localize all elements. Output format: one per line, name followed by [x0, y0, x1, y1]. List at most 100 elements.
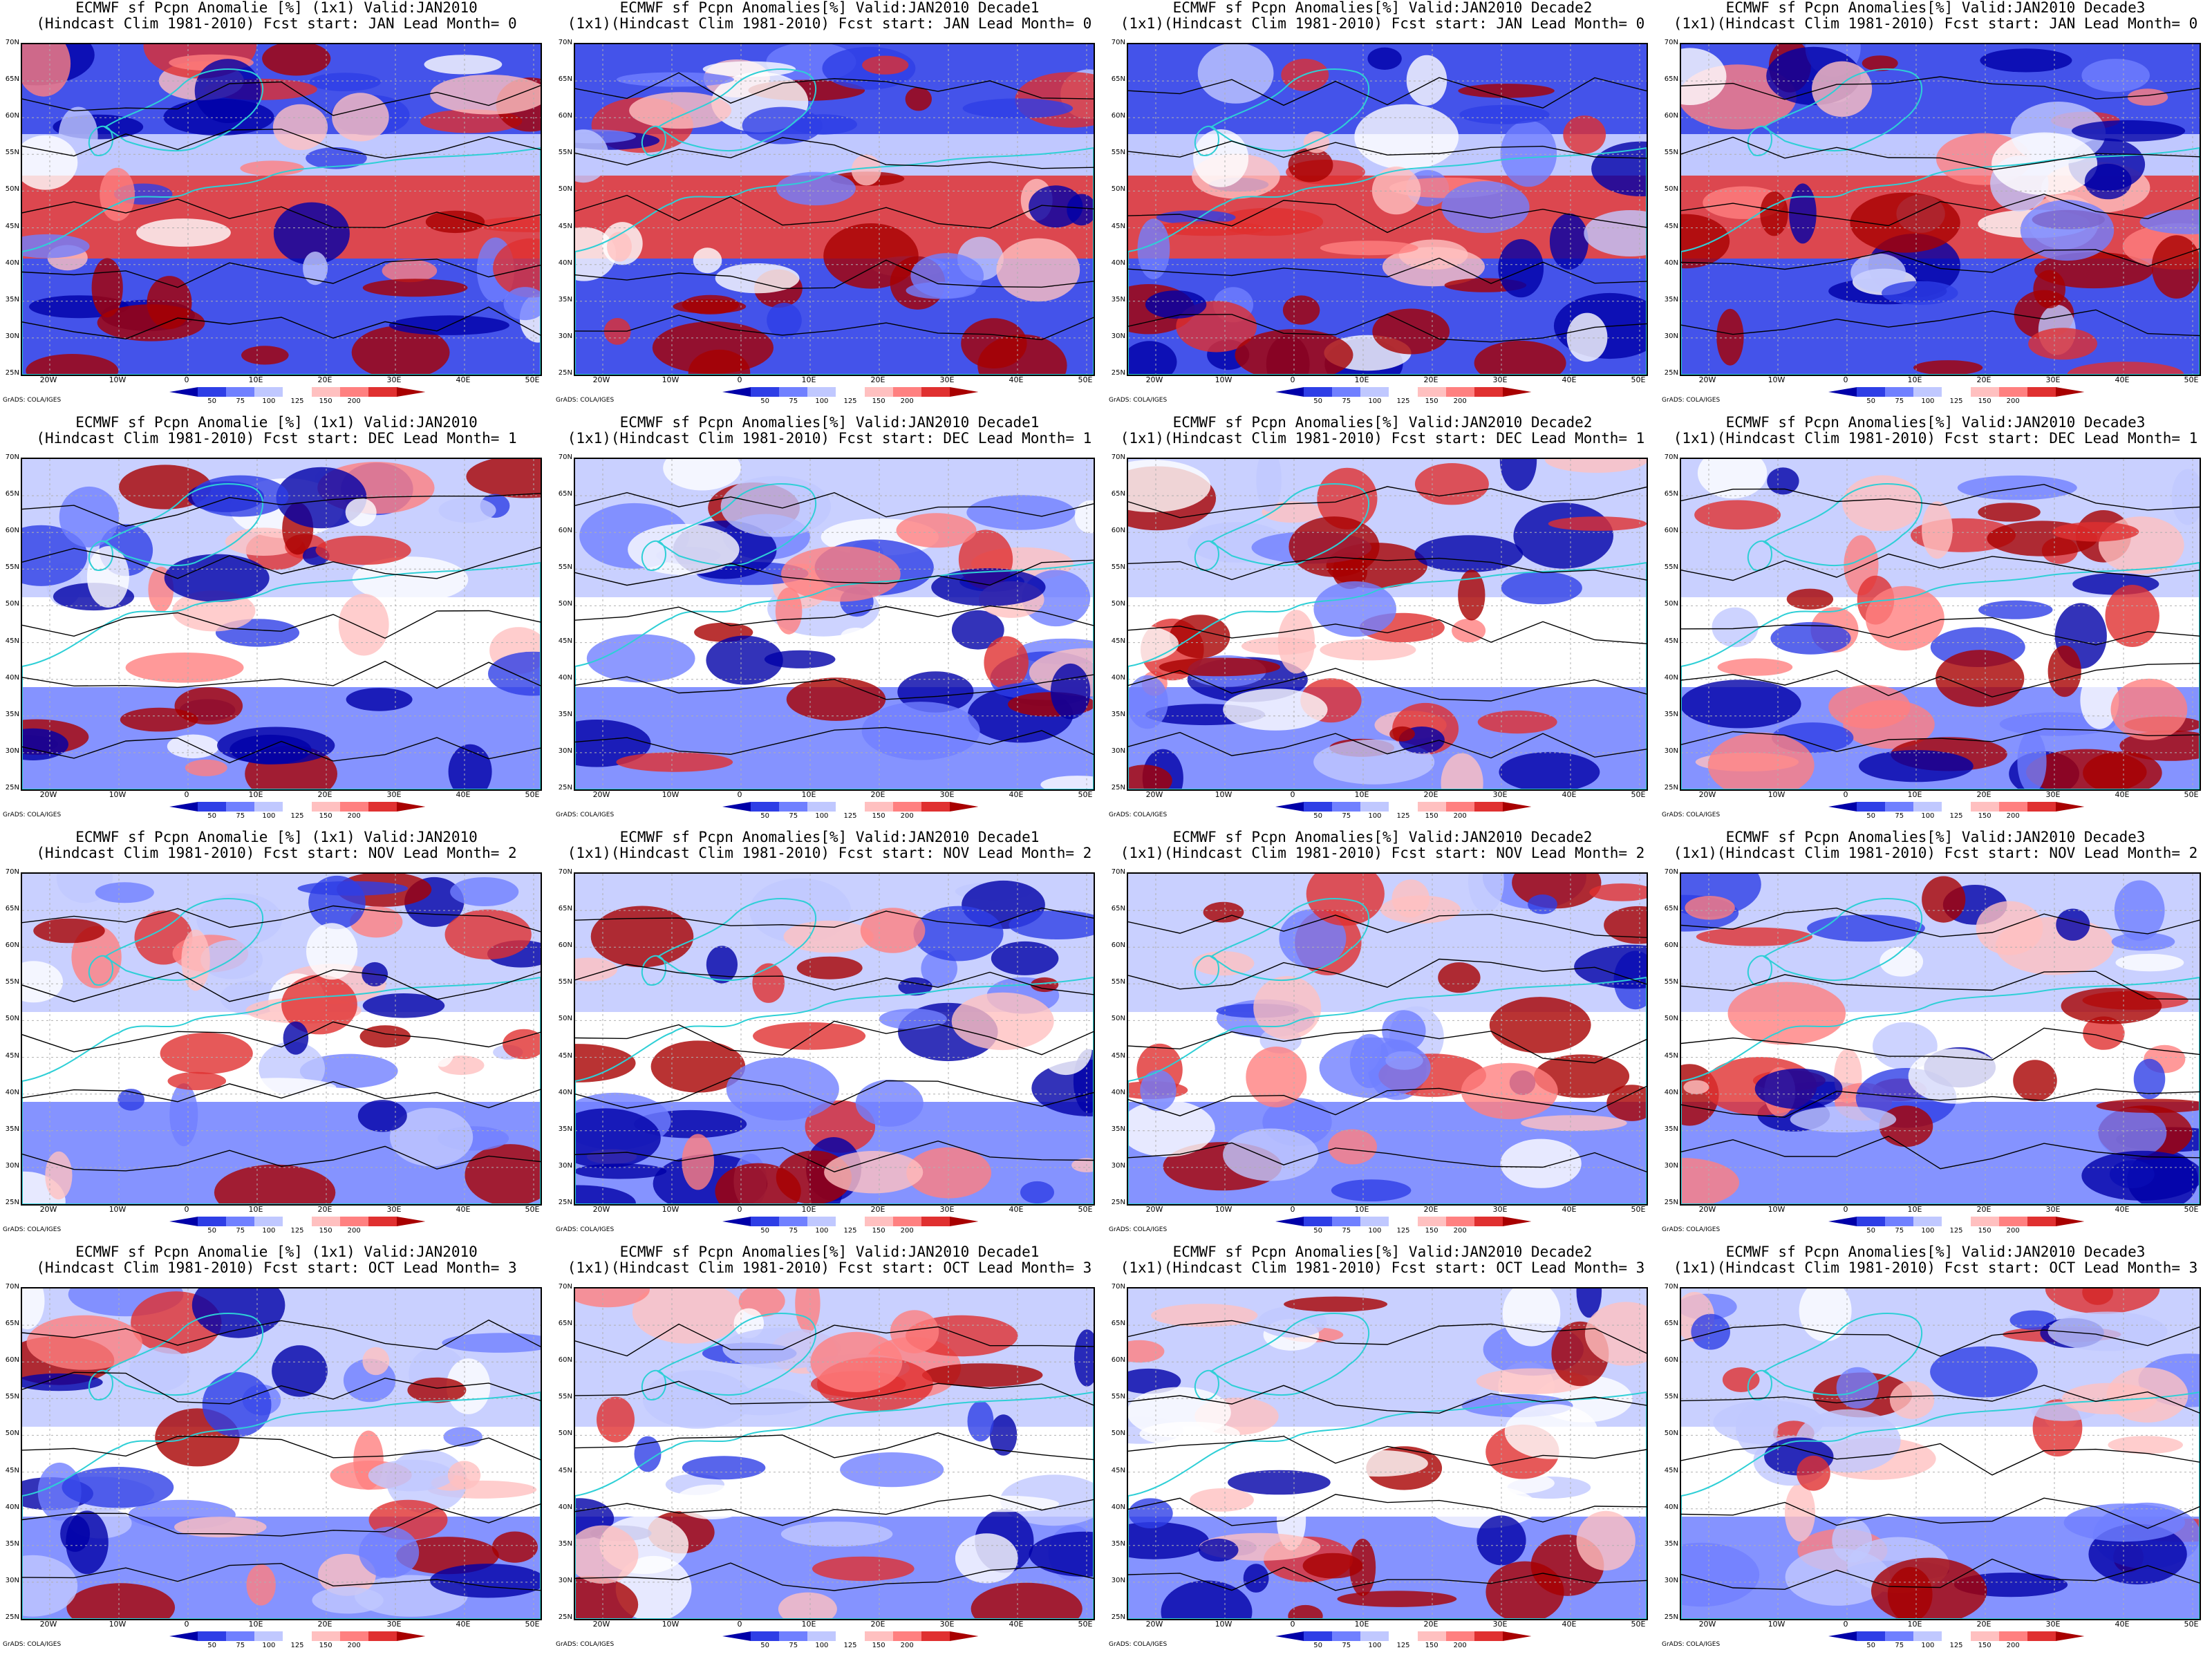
lat-tick-label: 55N [558, 978, 572, 986]
colorbar-label: 150 [872, 397, 885, 405]
lat-tick-label: 35N [1111, 1539, 1125, 1548]
panel-title-line2: (1x1)(Hindcast Clim 1981-2010) Fcst star… [1120, 430, 1645, 447]
lat-tick-label: 50N [558, 1015, 572, 1023]
colorbar-segment [311, 387, 341, 397]
lat-tick-label: 40N [5, 1088, 19, 1096]
lon-tick-label: 10E [1907, 1620, 1922, 1629]
colorbar-label: 200 [347, 812, 361, 820]
map-panel: ECMWF sf Pcpn Anomalies[%] Valid:JAN2010… [1659, 1244, 2212, 1659]
contour-line [22, 1080, 541, 1109]
anomaly-blob [971, 1582, 1082, 1619]
lat-tick-label: 70N [558, 1283, 572, 1291]
map-panel: ECMWF sf Pcpn Anomalie [%] (1x1) Valid:J… [0, 830, 553, 1244]
anomaly-blob [1832, 1518, 1873, 1563]
lat-tick-label: 50N [5, 1430, 19, 1438]
anomaly-blob [465, 1144, 541, 1204]
anomaly-blob [1576, 1288, 1602, 1318]
anomaly-blob [1865, 585, 1944, 651]
lat-tick-label: 35N [558, 710, 572, 718]
lon-tick-label: 50E [1631, 375, 1646, 384]
anomaly-field [22, 874, 541, 1204]
anomaly-blob [1243, 1564, 1269, 1593]
colorbar-segment [807, 1217, 836, 1226]
anomaly-blob [1922, 876, 1966, 923]
anomaly-blob [778, 1592, 837, 1619]
colorbar-segment [836, 1217, 865, 1226]
lat-tick-label: 60N [5, 527, 19, 535]
colorbar-segment [2055, 1631, 2085, 1641]
colorbar [1828, 1217, 2085, 1228]
map-panel: ECMWF sf Pcpn Anomalies[%] Valid:JAN2010… [1106, 830, 1659, 1244]
lat-tick-label: 65N [1111, 1320, 1125, 1328]
anomaly-blob [1203, 901, 1244, 923]
anomaly-blob [362, 1347, 390, 1376]
anomaly-blob [1371, 166, 1421, 215]
grads-credit: GrADS: COLA/IGES [1109, 812, 1168, 818]
anomaly-blob [1009, 910, 1094, 939]
panel-title-line2: (Hindcast Clim 1981-2010) Fcst start: NO… [36, 845, 517, 861]
coastline [1763, 483, 1922, 567]
lon-tick-label: 20E [870, 790, 885, 799]
anomaly-field [1128, 459, 1647, 789]
anomaly-blob [1880, 946, 1924, 977]
lat-tick-label: 55N [5, 1393, 19, 1401]
lat-tick-label: 35N [1664, 1125, 1678, 1133]
contour-line [575, 1380, 1094, 1406]
contour-line [22, 1563, 541, 1591]
anomaly-blob [1694, 500, 1781, 530]
lat-tick-label: 65N [1111, 490, 1125, 498]
colorbar-label: 125 [843, 1227, 857, 1235]
lon-tick-label: 10W [1215, 1620, 1232, 1629]
colorbar-segment [169, 1631, 198, 1641]
anomaly-blob [786, 677, 886, 721]
anomaly-blob [306, 147, 367, 169]
lon-tick-label: 0 [1843, 790, 1848, 799]
anomaly-blob [715, 1163, 801, 1204]
lat-tick-label: 65N [558, 490, 572, 498]
colorbar-label: 200 [2006, 1642, 2020, 1649]
lat-tick-label: 25N [558, 369, 572, 377]
anomaly-blob [194, 59, 261, 124]
anomaly-blob [1707, 732, 1815, 789]
anomaly-blob [1978, 600, 2053, 619]
anomaly-field [22, 1288, 541, 1619]
lat-tick-label: 70N [1111, 868, 1125, 876]
lon-tick-label: 50E [2184, 790, 2199, 799]
lat-tick-label: 50N [5, 1015, 19, 1023]
lat-tick-label: 50N [558, 185, 572, 194]
anomaly-blob [1499, 751, 1600, 789]
anomaly-blob [2110, 678, 2188, 740]
lat-tick-label: 60N [5, 1356, 19, 1365]
colorbar-segment [1304, 1217, 1333, 1226]
contour-line [575, 259, 1094, 290]
colorbar-label: 125 [1396, 812, 1410, 820]
panel-title-line2: (Hindcast Clim 1981-2010) Fcst start: OC… [36, 1259, 517, 1276]
colorbar-label: 75 [1342, 812, 1351, 820]
lat-tick-label: 45N [558, 222, 572, 230]
lat-tick-label: 70N [5, 868, 19, 876]
anomaly-blob [1604, 906, 1647, 944]
colorbar-segment [1360, 1217, 1389, 1226]
anomaly-blob [1785, 1483, 1815, 1541]
coastline [657, 1313, 816, 1396]
anomaly-blob [1288, 147, 1333, 182]
anomaly-blob [767, 303, 802, 338]
grads-credit: GrADS: COLA/IGES [1662, 812, 1721, 818]
lon-tick-label: 30E [939, 375, 955, 384]
lon-tick-label: 10W [1215, 375, 1232, 384]
anomaly-blob [466, 459, 541, 498]
colorbar-segment [751, 1631, 780, 1641]
anomaly-blob [1727, 982, 1846, 1045]
lon-tick-label: 50E [525, 1620, 540, 1629]
panel-title-line1: ECMWF sf Pcpn Anomalies[%] Valid:JAN2010… [619, 414, 1040, 431]
lat-tick-label: 45N [1111, 222, 1125, 230]
panel-title-line2: (Hindcast Clim 1981-2010) Fcst start: JA… [36, 15, 517, 32]
anomaly-blob [174, 1517, 267, 1538]
anomaly-blob [1159, 657, 1281, 677]
anomaly-blob [1284, 1296, 1388, 1312]
colorbar-segment [169, 387, 198, 397]
lat-tick-label: 35N [558, 295, 572, 303]
anomaly-field [1681, 44, 2200, 375]
anomaly-blob [879, 1009, 947, 1030]
lat-tick-label: 30N [5, 1576, 19, 1584]
